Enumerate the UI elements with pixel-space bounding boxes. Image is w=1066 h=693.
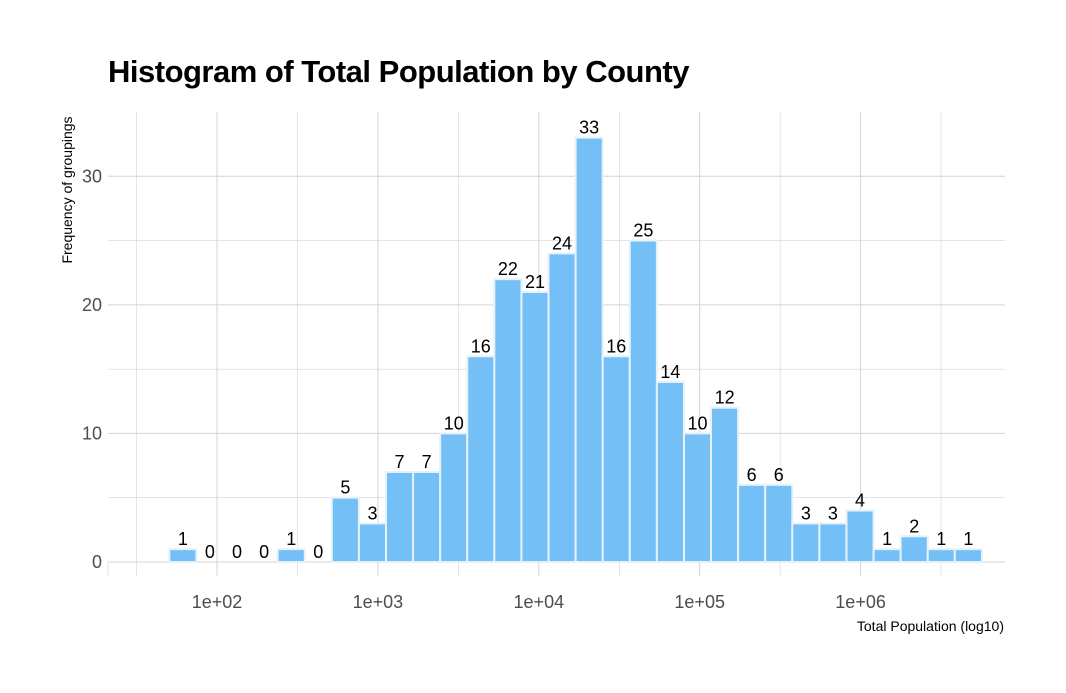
histogram-bar xyxy=(710,406,740,564)
bar-value-label: 5 xyxy=(340,478,350,498)
x-axis-title: Total Population (log10) xyxy=(857,618,1004,634)
bar-value-label: 1 xyxy=(178,529,188,549)
histogram-bar xyxy=(737,483,767,564)
histogram-bar xyxy=(601,355,631,563)
bar-value-label: 6 xyxy=(774,465,784,485)
bar-value-label: 1 xyxy=(882,529,892,549)
histogram-bar xyxy=(655,381,685,563)
bar-value-label: 1 xyxy=(286,529,296,549)
bar-value-label: 16 xyxy=(471,336,491,356)
histogram-bar xyxy=(385,471,415,563)
histogram-bar xyxy=(466,355,496,563)
x-axis: 1e+02 1e+03 1e+04 1e+05 1e+06 xyxy=(107,562,942,612)
bar-value-label: 10 xyxy=(444,413,464,433)
bar-value-label: 6 xyxy=(747,465,757,485)
bar-value-label: 16 xyxy=(606,336,626,356)
histogram-bar xyxy=(412,471,442,563)
x-tick-label: 1e+02 xyxy=(192,592,243,612)
x-tick-label: 1e+04 xyxy=(514,592,565,612)
histogram-bar xyxy=(764,483,794,564)
histogram-bar xyxy=(330,496,360,564)
histogram-bar xyxy=(547,252,577,564)
bar-value-label: 0 xyxy=(313,542,323,562)
y-tick-label: 0 xyxy=(92,552,102,572)
bar-value-label: 1 xyxy=(963,529,973,549)
y-tick-label: 20 xyxy=(82,295,102,315)
histogram-bar xyxy=(845,509,875,564)
bar-value-label: 0 xyxy=(259,542,269,562)
bar-value-label: 7 xyxy=(422,452,432,472)
bar-value-label: 21 xyxy=(525,272,545,292)
bar-value-label: 25 xyxy=(633,221,653,241)
bar-value-label: 24 xyxy=(552,233,572,253)
histogram-bar xyxy=(574,136,604,563)
y-axis: 0 10 20 30 xyxy=(82,166,102,572)
histogram-bar xyxy=(168,548,198,564)
bar-value-label: 22 xyxy=(498,259,518,279)
bar-value-label: 0 xyxy=(232,542,242,562)
y-tick-label: 30 xyxy=(82,166,102,186)
bar-value-label: 33 xyxy=(579,118,599,138)
y-tick-label: 10 xyxy=(82,423,102,443)
histogram-bar xyxy=(628,239,658,563)
histogram-bar xyxy=(818,522,848,564)
histogram-bar xyxy=(493,278,523,563)
bar-value-label: 3 xyxy=(367,503,377,523)
histogram-bar xyxy=(357,522,388,564)
histogram-bar xyxy=(791,522,821,564)
x-tick-label: 1e+06 xyxy=(835,592,886,612)
bar-value-label: 10 xyxy=(687,413,707,433)
histogram-bar xyxy=(872,548,902,564)
bar-value-label: 7 xyxy=(395,452,405,472)
y-axis-title: Frequency of groupings xyxy=(59,116,75,263)
bar-value-label: 0 xyxy=(205,542,215,562)
bar-value-label: 3 xyxy=(801,503,811,523)
bar-value-label: 14 xyxy=(660,362,680,382)
x-tick-label: 1e+03 xyxy=(353,592,404,612)
histogram-bar xyxy=(926,548,956,564)
bar-value-label: 4 xyxy=(855,491,865,511)
histogram-bar xyxy=(682,432,713,563)
x-tick-label: 1e+05 xyxy=(674,592,725,612)
bar-value-label: 2 xyxy=(909,516,919,536)
bar-value-label: 12 xyxy=(715,388,735,408)
bars xyxy=(168,136,983,564)
histogram-bar xyxy=(439,432,469,563)
histogram-bar xyxy=(520,291,550,563)
histogram-bar xyxy=(276,548,306,564)
bar-value-label: 1 xyxy=(936,529,946,549)
histogram-bar xyxy=(899,535,929,563)
bar-value-label: 3 xyxy=(828,503,838,523)
chart-title: Histogram of Total Population by County xyxy=(108,54,689,89)
histogram-bar xyxy=(953,548,983,564)
